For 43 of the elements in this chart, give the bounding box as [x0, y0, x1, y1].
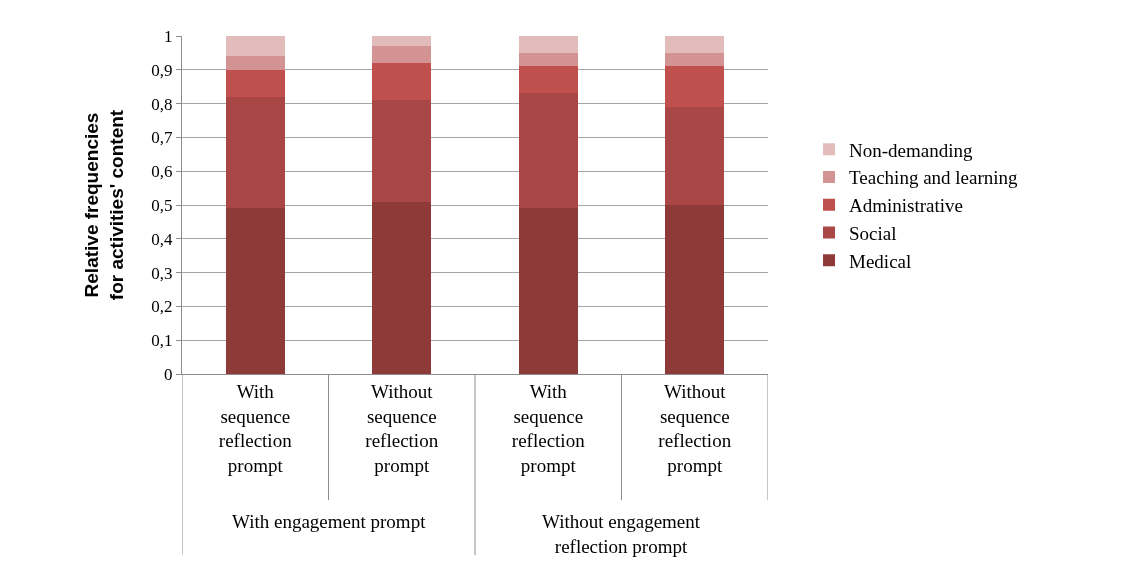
bar — [372, 100, 432, 202]
legend-label: Medical — [849, 250, 912, 272]
bar — [225, 96, 285, 209]
bar — [225, 208, 285, 374]
bar — [665, 106, 725, 205]
bar — [665, 66, 725, 107]
bar — [518, 208, 578, 374]
bar — [665, 52, 725, 67]
legend-label: Administrative — [849, 195, 963, 217]
bar — [518, 52, 578, 67]
x-tick-label: Without sequence reflection prompt — [365, 380, 439, 476]
text: With engagement prompt — [232, 511, 427, 532]
bar — [518, 36, 578, 53]
y-tick-label: 0,1 — [151, 331, 173, 351]
y-tick-label: 0,5 — [151, 195, 173, 215]
y-axis-title: Relative frequencies for activities' content — [81, 109, 128, 301]
legend-label: Teaching and learning — [849, 167, 1019, 189]
y-tick-label: 0 — [164, 364, 173, 384]
x-tick-label: With sequence reflection prompt — [511, 380, 586, 476]
y-tick-label: 0,4 — [151, 229, 174, 249]
bar — [372, 46, 432, 64]
y-tick-label: 0,3 — [151, 263, 173, 283]
x-tick-label: Without sequence reflection prompt — [658, 380, 732, 476]
y-tick-label: 0,8 — [151, 94, 173, 114]
legend-label: Social — [849, 222, 897, 244]
y-tick-label: 0,6 — [151, 162, 173, 182]
y-tick-label: 0,9 — [151, 60, 173, 80]
bar — [225, 36, 285, 57]
bar — [518, 66, 578, 94]
bar — [225, 56, 285, 70]
bar — [518, 93, 578, 209]
bar — [372, 36, 432, 47]
y-tick-label: 1 — [164, 26, 173, 46]
bar — [372, 63, 432, 101]
bar — [665, 205, 725, 374]
bar — [665, 36, 725, 53]
x-tick-label: With sequence reflection prompt — [218, 380, 293, 476]
bar — [372, 201, 432, 374]
legend-label: Non-demanding — [849, 139, 973, 161]
text: Without engagement reflection prompt — [542, 511, 701, 557]
bar — [225, 69, 285, 97]
y-tick-label: 0,7 — [151, 128, 174, 148]
y-tick-label: 0,2 — [151, 297, 173, 317]
